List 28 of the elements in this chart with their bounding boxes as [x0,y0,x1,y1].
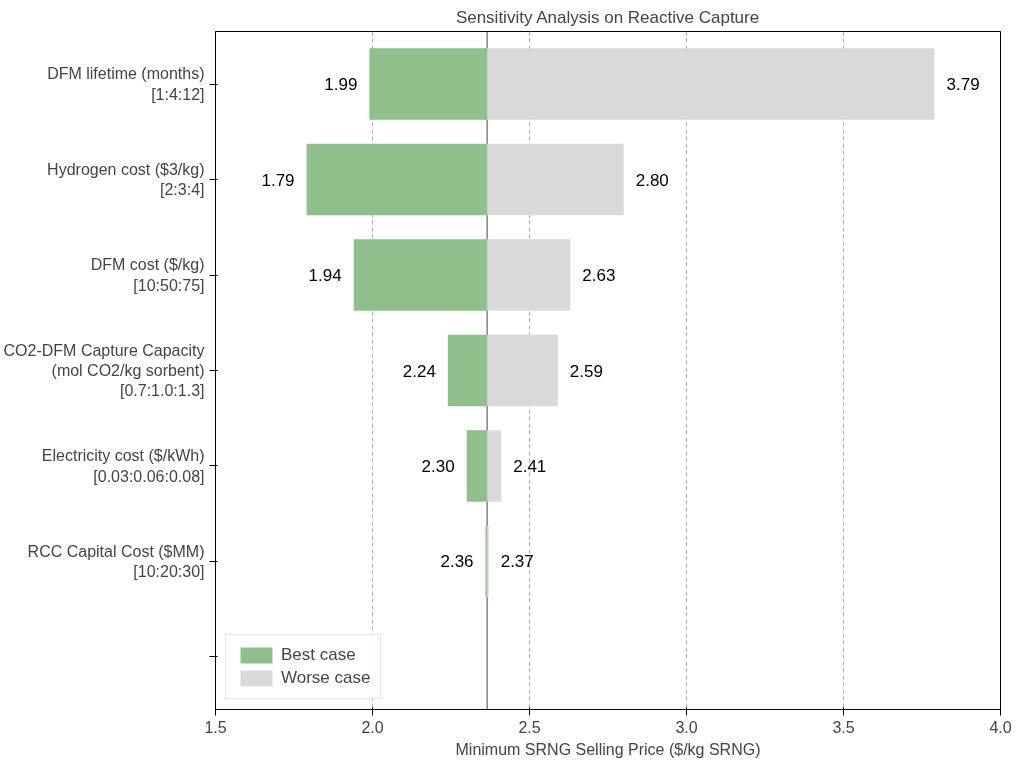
annotation: 2.80 [635,170,669,190]
y-tick-label: Electricity cost ($/kWh) [0.03:0.06:0.08] [41,447,205,485]
y-tick-label: RCC Capital Cost ($MM) [10:20:30] [27,542,205,581]
x-tick-label: 3.5 [832,718,855,736]
x-tick-label: 2.5 [518,718,541,736]
annotation: 1.79 [261,170,295,190]
legend-label: Worse case [281,668,371,688]
legend-label: Best case [281,645,356,665]
y-tick-label: CO2-DFM Capture Capacity (mol CO2/kg sorbent) [0.7:1.0:1.3] [3,341,205,400]
y-tick-label: Hydrogen cost ($3/kg) [2:3:4] [47,160,205,199]
y-tick-label: DFM lifetime (months) [1:4:12] [47,65,205,103]
x-tick-label: 2.0 [361,718,384,736]
annotation: 2.59 [569,361,603,381]
annotation: 2.24 [402,361,436,381]
annotation: 1.94 [308,266,342,286]
x-tick-label: 1.5 [204,718,227,736]
x-tick-label: 4.0 [989,718,1012,736]
annotation: 3.79 [946,75,980,95]
annotation: 2.63 [582,266,616,286]
chart-title: Sensitivity Analysis on Reactive Capture [455,7,760,27]
annotation: 2.36 [440,552,474,572]
annotation: 2.37 [500,552,534,572]
y-tick-label: DFM cost ($/kg) [10:50:75] [90,256,205,294]
annotation: 2.30 [421,456,455,476]
x-tick-label: 3.0 [675,718,698,736]
annotation: 2.41 [513,456,547,476]
x-axis-title: Minimum SRNG Selling Price ($/kg SRNG) [455,740,761,758]
annotation: 1.99 [324,75,358,95]
